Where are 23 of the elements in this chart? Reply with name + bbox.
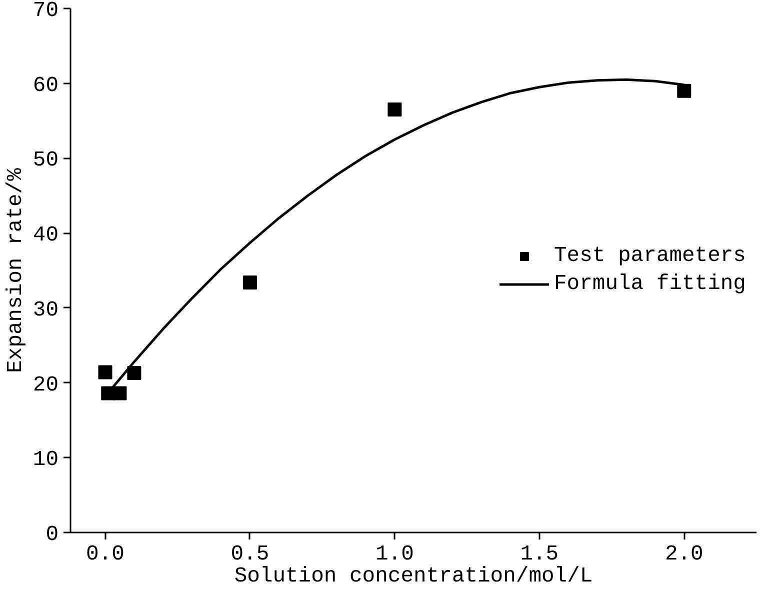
point xyxy=(677,84,692,98)
y-tick-label: 20 xyxy=(32,373,59,398)
x-tick-label: 2.0 xyxy=(664,542,704,566)
x-axis-title: Solution concentration/mol/L xyxy=(234,564,593,588)
point xyxy=(388,102,402,117)
point xyxy=(112,386,127,400)
point xyxy=(127,366,142,380)
y-tick-label: 10 xyxy=(32,448,59,472)
x-tick-label: 0.0 xyxy=(86,542,124,566)
y-axis-title: Expansion rate/% xyxy=(4,168,28,373)
y-tick-label: 0 xyxy=(46,523,59,547)
legend-label: Test parameters xyxy=(554,244,746,268)
y-tick-label: 40 xyxy=(32,224,59,248)
legend-label: Formula fitting xyxy=(554,272,746,296)
x-tick-label: 1.0 xyxy=(375,542,414,566)
point xyxy=(98,365,112,380)
x-tick-label: 0.5 xyxy=(230,542,270,566)
y-tick-label: 50 xyxy=(32,148,59,173)
y-tick-label: 70 xyxy=(32,0,59,23)
x-tick-label: 1.5 xyxy=(520,542,559,566)
point xyxy=(242,275,257,290)
y-tick-label: 60 xyxy=(32,74,59,98)
y-tick-label: 30 xyxy=(32,298,59,322)
